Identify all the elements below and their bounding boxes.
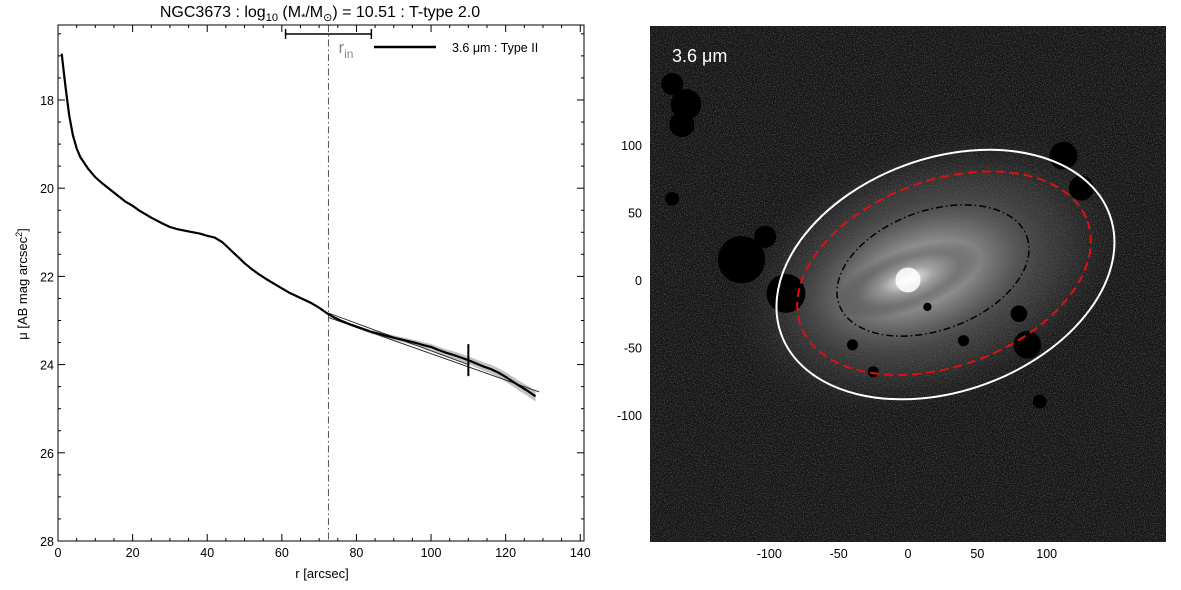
profile-uncertainty-band [61,53,536,402]
x-tick-label: 140 [570,546,591,560]
x-tick-label: 80 [349,546,363,560]
x-tick-label: 60 [275,546,289,560]
x-tick-label: 40 [200,546,214,560]
surface-brightness-profile [60,53,537,398]
y-axis-label: μ [AB mag arcsec2] [14,228,30,340]
image-x-tick-label: -100 [757,547,782,561]
x-tick-label: 20 [126,546,140,560]
image-y-tick-label: 0 [635,274,642,288]
star-mask [661,72,684,96]
star-mask [669,112,695,138]
r-in-label: rin [338,38,353,61]
image-y-tick-label: -100 [617,409,642,423]
star-mask [867,366,879,378]
y-tick-label: 20 [40,182,54,196]
y-tick-label: 24 [40,359,54,373]
star-mask [1010,305,1028,323]
image-x-tick-label: 0 [905,547,912,561]
chart-title: NGC3673 : log10 (M*/M⊙) = 10.51 : T-type… [160,4,480,24]
profile-plot-frame [57,24,585,542]
star-mask [754,225,777,248]
star-mask [1013,330,1042,359]
r-in-annotation: rin [284,29,373,61]
image-y-tick-label: 100 [621,139,642,153]
isophote-ellipses [775,148,1116,401]
image-y-tick-label: 50 [628,206,642,220]
y-tick-label: 28 [40,535,54,549]
profile-plot: 0 20 40 60 80 100 120 140 18 20 22 24 26 28 rin 3.6 μ… [14,24,591,581]
x-tick-label: 0 [55,546,62,560]
star-mask [923,302,932,312]
y-tick-label: 22 [40,270,54,284]
galaxy-nucleus [895,267,921,293]
legend-label: 3.6 μm : Type II [452,41,538,55]
star-mask [846,339,859,351]
isophote-ellipse-red-dashed [796,170,1092,376]
star-mask [957,335,970,347]
star-mask [1032,394,1047,409]
image-x-tick-label: 50 [970,547,984,561]
star-mask [1068,175,1094,201]
x-axis-label: r [arcsec] [295,566,348,581]
star-mask [665,191,680,206]
isophote-ellipse-white-solid [775,148,1116,401]
profile-legend: 3.6 μm : Type II [374,41,538,55]
image-axis-ticks: -100 -50 0 50 100 100 50 0 -50 -100 [617,139,1057,561]
y-tick-label: 18 [40,94,54,108]
y-tick-label: 26 [40,447,54,461]
isophote-ellipse-black-dashdot [836,204,1030,337]
star-mask [670,89,702,120]
image-x-tick-label: -50 [830,547,848,561]
profile-marks [60,25,540,541]
image-band-label: 3.6 μm [672,46,727,66]
star-mask [766,274,806,313]
galaxy-image-panel: -100 -50 0 50 100 100 50 0 -50 -100 3.6 μm [617,26,1166,561]
star-mask [717,236,766,284]
profile-axis-ticks: 0 20 40 60 80 100 120 140 18 20 22 24 26 28 [40,25,591,560]
x-tick-label: 100 [421,546,442,560]
image-y-tick-label: -50 [624,341,642,355]
image-x-tick-label: 100 [1036,547,1057,561]
x-tick-label: 120 [495,546,516,560]
